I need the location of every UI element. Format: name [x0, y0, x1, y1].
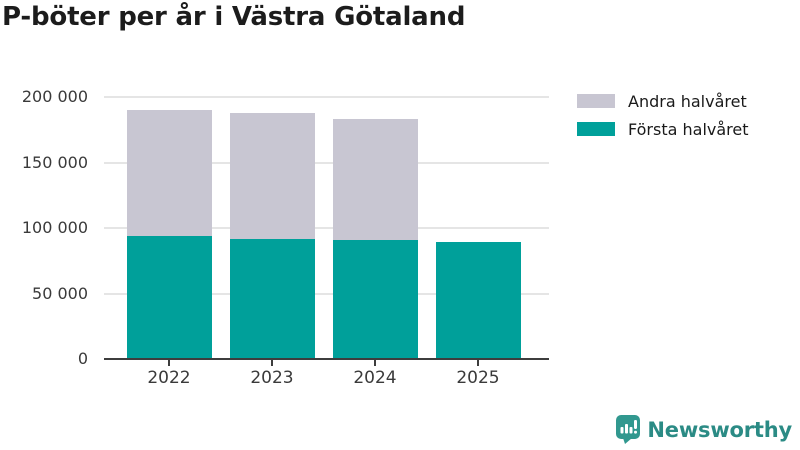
newsworthy-logo-text: Newsworthy	[647, 418, 792, 442]
bar-2023-andra-halv-ret	[229, 112, 315, 240]
legend: Andra halvåret Första halvåret	[577, 90, 749, 146]
chart-title: P-böter per år i Västra Götaland	[2, 2, 466, 32]
newsworthy-speech-bubble-chart-icon	[616, 415, 641, 444]
legend-label: Första halvåret	[628, 119, 749, 139]
x-tick-label: 2022	[147, 368, 191, 388]
legend-swatch	[577, 122, 615, 136]
newsworthy-logo: Newsworthy	[615, 415, 792, 445]
plot-area	[104, 96, 549, 360]
y-tick-label: 100 000	[21, 218, 88, 237]
bar-2022-andra-halv-ret	[126, 110, 212, 236]
x-tick-label: 2025	[456, 368, 500, 388]
y-tick-label: 200 000	[21, 87, 88, 106]
gridline	[104, 161, 549, 164]
legend-item: Andra halvåret	[577, 90, 749, 112]
bar-2025-f-rsta-halv-ret	[435, 242, 521, 359]
x-tick-mark	[477, 360, 479, 366]
legend-label: Andra halvåret	[628, 91, 747, 111]
x-tick-mark	[168, 360, 170, 366]
x-tick-mark	[374, 360, 376, 366]
x-tick-mark	[271, 360, 273, 366]
gridline	[104, 292, 549, 295]
bar-2022-f-rsta-halv-ret	[126, 235, 212, 359]
bar-2024-andra-halv-ret	[332, 119, 418, 240]
bar-2023-f-rsta-halv-ret	[229, 239, 315, 359]
x-tick-label: 2024	[353, 368, 397, 388]
gridline	[104, 96, 549, 98]
x-axis-line	[104, 358, 549, 360]
y-tick-label: 150 000	[21, 152, 88, 172]
legend-item: Första halvåret	[577, 118, 749, 140]
x-tick-label: 2023	[250, 368, 294, 388]
legend-swatch	[577, 94, 615, 108]
y-tick-label: 50 000	[32, 283, 88, 303]
bar-2024-f-rsta-halv-ret	[332, 239, 418, 359]
y-tick-label: 0	[77, 349, 88, 368]
gridline	[104, 227, 549, 229]
